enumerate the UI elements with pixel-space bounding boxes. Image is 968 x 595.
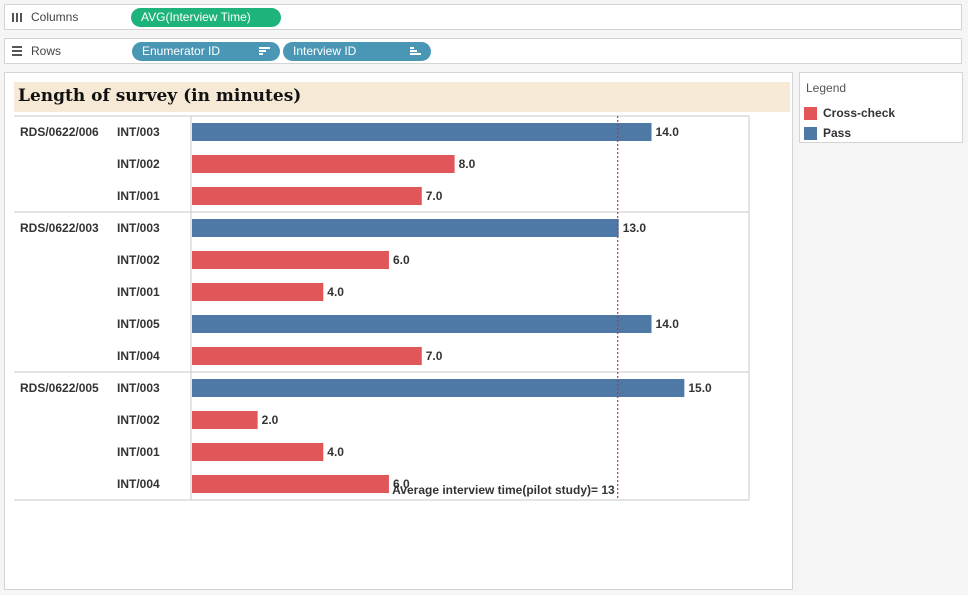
sort-descending-icon[interactable] [259,47,270,56]
interview-id-label[interactable]: INT/003 [117,221,160,235]
bar-value-label: 14.0 [656,125,680,139]
interview-id-label[interactable]: INT/001 [117,189,160,203]
interview-id-label[interactable]: INT/002 [117,157,160,171]
interview-id-label[interactable]: INT/002 [117,253,160,267]
legend-swatch-cross-check [804,106,817,120]
interview-id-label[interactable]: INT/001 [117,285,160,299]
rows-shelf-label: Rows [11,39,61,63]
bar-value-label: 14.0 [656,317,680,331]
interview-id-label[interactable]: INT/005 [117,317,160,331]
bar-value-label: 4.0 [327,285,344,299]
avg-interview-time-pill[interactable]: AVG(Interview Time) [131,8,281,27]
sort-ascending-icon[interactable] [410,47,421,56]
rows-shelf[interactable]: Rows Enumerator ID Interview ID [4,38,962,64]
legend-pane: Legend Cross-check Pass [799,72,963,143]
bar-value-label: 7.0 [426,349,443,363]
enumerator-id-label[interactable]: RDS/0622/006 [20,125,99,139]
legend-item-pass[interactable]: Pass [804,125,851,141]
bar-value-label: 15.0 [688,381,712,395]
legend-title: Legend [806,81,847,95]
legend-swatch-pass [804,126,817,140]
bar-value-label: 8.0 [459,157,476,171]
bar-chart: RDS/0622/006 INT/003 14.0 INT/002 8.0 INT/001… [14,115,750,501]
bar[interactable] [192,411,258,429]
bar[interactable] [192,443,324,461]
chart-title: Length of survey (in minutes) [18,86,302,106]
columns-shelf-label: Columns [11,5,78,29]
chart-title-band: Length of survey (in minutes) [14,82,790,112]
columns-shelf[interactable]: Columns AVG(Interview Time) [4,4,962,30]
columns-icon [11,11,23,23]
visualization-pane: Length of survey (in minutes) RDS/0622/0… [4,72,793,590]
bar-value-label: 4.0 [327,445,344,459]
enumerator-id-label[interactable]: RDS/0622/005 [20,381,99,395]
bar[interactable] [192,123,652,141]
interview-id-label[interactable]: INT/004 [117,349,160,363]
interview-id-label[interactable]: INT/002 [117,413,160,427]
bar-value-label: 6.0 [393,477,410,491]
enumerator-id-pill[interactable]: Enumerator ID [132,42,280,61]
legend-label-pass: Pass [823,126,852,140]
bar[interactable] [192,219,619,237]
bar[interactable] [192,155,455,173]
bar[interactable] [192,379,685,397]
interview-id-label[interactable]: INT/003 [117,381,160,395]
bar[interactable] [192,187,422,205]
bar[interactable] [192,315,652,333]
bar-value-label: 7.0 [426,189,443,203]
enumerator-id-pill-label: Enumerator ID [142,44,221,58]
rows-icon [11,45,23,57]
bar-value-label: 13.0 [623,221,647,235]
bar[interactable] [192,475,389,493]
rows-label-text: Rows [31,44,62,58]
reference-line-label: Average interview time(pilot study)= 13 [392,483,615,497]
legend-label-cross-check: Cross-check [823,106,896,120]
bar[interactable] [192,347,422,365]
avg-interview-time-pill-label: AVG(Interview Time) [141,10,251,24]
interview-id-label[interactable]: INT/001 [117,445,160,459]
bar-value-label: 6.0 [393,253,410,267]
bar-value-label: 2.0 [262,413,279,427]
enumerator-id-label[interactable]: RDS/0622/003 [20,221,99,235]
bar[interactable] [192,251,389,269]
interview-id-pill[interactable]: Interview ID [283,42,431,61]
interview-id-pill-label: Interview ID [293,44,357,58]
bar[interactable] [192,283,324,301]
columns-label-text: Columns [31,10,79,24]
interview-id-label[interactable]: INT/003 [117,125,160,139]
interview-id-label[interactable]: INT/004 [117,477,160,491]
legend-item-cross-check[interactable]: Cross-check [804,105,895,121]
